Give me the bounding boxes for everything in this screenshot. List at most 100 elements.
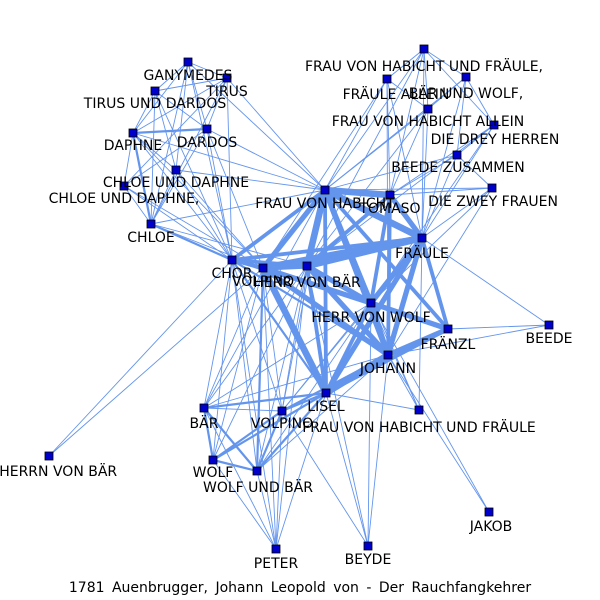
edge-fraeule-beede [421, 237, 550, 326]
edge-volpino_top-baer [203, 267, 264, 409]
edge-lisel-wolf_und_baer [255, 391, 328, 473]
edge-tirus_und_dardos-dardos [154, 90, 208, 130]
edge-wolf-volpino [211, 409, 284, 462]
edge-herr_von_wolf-baer [203, 302, 372, 409]
node-label-chloe_und_daphne2: CHLOE UND DAPHNE, [49, 191, 200, 207]
edge-fraeule_allein-frau_von_habicht [324, 78, 388, 191]
node-label-frau_habicht_und_fraeule_comma: FRAU VON HABICHT UND FRÄULE, [305, 57, 543, 75]
node-label-tomaso: TOMASO [358, 201, 420, 217]
node-label-zum_herrn_von_baer: ZUM HERRN VON BÄR [0, 462, 117, 480]
edge-frau_von_habicht-fraenzl [323, 188, 450, 331]
node-tomaso [385, 190, 395, 200]
node-zwey_frauen [487, 183, 497, 193]
node-label-daphne: DAPHNE [104, 138, 162, 154]
node-baer_und_wolf [461, 72, 471, 82]
node-label-johann: JOHANN [359, 361, 416, 377]
edge-dardos-volpino_top [206, 128, 264, 269]
edge-lisel-peter [275, 392, 327, 550]
node-label-beyde: BEYDE [345, 552, 392, 568]
node-label-dardos: DARDOS [177, 135, 238, 151]
edge-daphne-chloe_und_daphne2 [123, 132, 134, 187]
edge-daphne-dardos [131, 127, 209, 135]
node-label-herr_von_baer: HERR VON BÄR [253, 273, 361, 291]
edge-layer [48, 48, 550, 550]
edge-herr_von_baer-johann [304, 263, 391, 358]
edge-daphne-frau_von_habicht [132, 132, 326, 191]
edge-fraeule_allein-frau_habicht_allein [386, 78, 429, 110]
edge-chloe-chor [149, 222, 234, 262]
edge-frau_von_habicht-baer [203, 189, 326, 409]
edge-tirus_und_dardos-daphne [132, 90, 156, 134]
edge-herr_von_wolf-jakob [370, 302, 490, 513]
node-label-fraeule_allein: FRÄULE ALLEIN [343, 85, 450, 103]
edge-ganymedes-frau_von_habicht [187, 61, 326, 191]
edge-herr_von_baer-volpino [281, 265, 308, 412]
edge-beede_zusammen-frau_von_habicht [324, 154, 458, 191]
edge-tirus-tirus_und_dardos [154, 77, 228, 92]
edge-johann-baer [203, 354, 389, 409]
node-beede [544, 320, 554, 330]
edge-chloe_und_daphne2-chor [123, 185, 233, 261]
edge-chloe_und_daphne-chloe [150, 169, 177, 225]
edge-fraeule-volpino [281, 237, 423, 412]
edge-volpino_top-wolf_und_baer [255, 266, 265, 473]
node-label-lisel: LISEL [307, 399, 345, 415]
node-label-frau_von_habicht: FRAU VON HABICHT [255, 196, 395, 212]
node-johann [383, 350, 393, 360]
node-dardos [202, 124, 212, 134]
node-frau_habicht_allein [423, 104, 433, 114]
edge-johann-beede [387, 324, 550, 356]
edge-volpino_top-johann [260, 265, 391, 358]
edge-chor-zum_herrn_von_baer [48, 259, 233, 457]
edge-frau_habicht_und_fraeule_comma-frau_von_habicht [324, 48, 425, 191]
node-wolf [208, 455, 218, 465]
edge-frau_von_habicht-chor [230, 188, 327, 262]
edge-chloe-frau_von_habicht [150, 189, 326, 225]
edge-chloe_und_daphne-frau_von_habicht [175, 169, 326, 191]
node-tirus [222, 73, 232, 83]
node-label-tirus: TIRUS [205, 84, 248, 100]
edge-daphne-volpino_top [132, 132, 264, 269]
edge-chloe_und_daphne-chor [175, 169, 233, 261]
edge-ganymedes-chor [187, 61, 233, 261]
edge-beede_zusammen-tomaso [389, 154, 458, 196]
node-fraeule [417, 233, 427, 243]
edge-herr_von_baer-peter [275, 265, 308, 550]
edge-frau_habicht_allein-frau_von_habicht [324, 108, 429, 191]
edge-tirus-frau_von_habicht [226, 77, 326, 191]
edge-baer-peter [203, 407, 277, 550]
edge-fraeule-frau_habicht_und_fraeule [418, 237, 423, 411]
edge-fraeule_allein-fraeule [386, 78, 423, 239]
edge-volpino_top-peter [262, 267, 277, 550]
node-daphne [128, 128, 138, 138]
node-herr_von_baer [302, 261, 312, 271]
edge-dardos-chloe [150, 128, 208, 225]
edge-fraeule-fraenzl [420, 236, 450, 331]
edge-frau_habicht_und_fraeule_comma-drey_herren [423, 48, 495, 126]
node-label-baer_und_wolf: BÄR UND WOLF, [409, 84, 523, 102]
edge-drey_herren-tomaso [389, 124, 495, 196]
edge-chor-johann [230, 258, 390, 357]
edge-fraeule-tomaso [387, 192, 425, 241]
node-frau_habicht_und_fraeule [414, 405, 424, 415]
edge-drey_herren-beede_zusammen [456, 124, 495, 156]
edge-herr_von_wolf-wolf_und_baer [256, 302, 372, 472]
edge-baer-volpino [203, 407, 283, 412]
edge-tirus-chloe_und_daphne2 [123, 77, 228, 187]
node-herr_von_wolf [366, 298, 376, 308]
node-label-beede_zusammen: BEEDE ZUSAMMEN [391, 160, 524, 176]
edge-tirus-dardos [206, 77, 228, 130]
node-label-herr_von_wolf: HERR VON WOLF [311, 310, 430, 326]
node-frau_habicht_und_fraeule_comma [419, 44, 429, 54]
edge-dardos-chloe_und_daphne2 [123, 128, 208, 187]
edge-herr_von_wolf-fraenzl [368, 300, 451, 332]
edge-baer-wolf [202, 406, 215, 462]
edge-johann-wolf_und_baer [256, 354, 389, 472]
edge-tirus_und_dardos-chor [154, 90, 233, 261]
node-baer [199, 403, 209, 413]
edge-daphne-chloe_und_daphne [132, 132, 177, 171]
node-volpino_top [258, 263, 268, 273]
node-label-frau_habicht_und_fraeule: FRAU VON HABICHT UND FRÄULE [302, 418, 536, 436]
edge-frau_von_habicht-herr_von_baer [303, 186, 329, 270]
